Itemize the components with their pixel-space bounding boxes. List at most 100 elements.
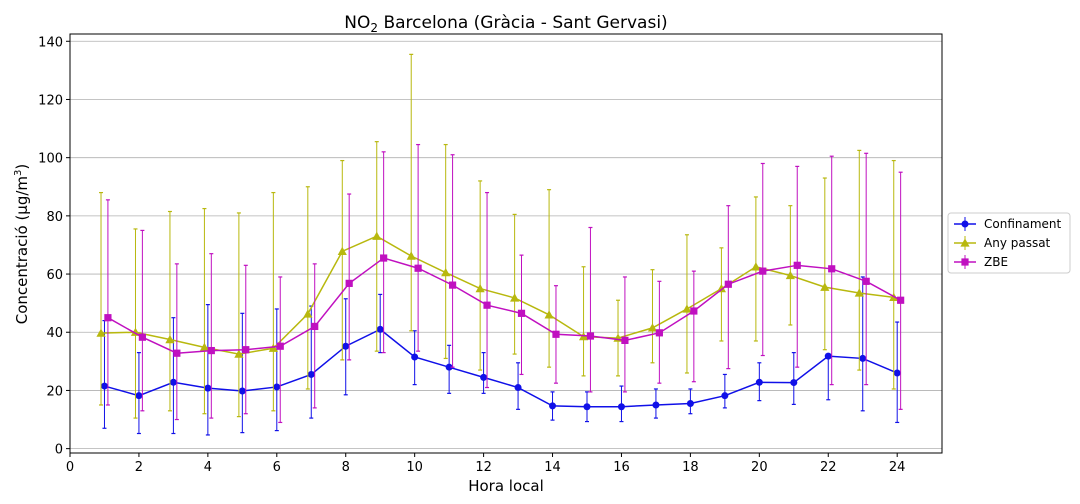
data-point (514, 384, 522, 392)
x-tick-label: 4 (204, 460, 212, 475)
data-point (759, 267, 767, 275)
chart-title: NO2 Barcelona (Gràcia - Sant Gervasi) (344, 13, 667, 35)
data-point (135, 392, 143, 400)
data-point (583, 403, 591, 411)
data-point (445, 363, 453, 371)
data-point (414, 264, 422, 272)
y-tick-label: 60 (46, 268, 63, 283)
data-point (897, 296, 905, 304)
data-point (617, 403, 625, 411)
x-tick-label: 6 (273, 460, 281, 475)
x-tick-label: 2 (135, 460, 143, 475)
data-point (824, 352, 832, 360)
data-point (242, 346, 250, 354)
ylabel-superscript: 3 (13, 170, 24, 176)
data-point (586, 332, 595, 340)
data-point (441, 267, 451, 277)
x-tick-label: 10 (406, 460, 423, 475)
data-point (790, 379, 798, 387)
legend-label: Any passat (984, 236, 1051, 250)
data-point (173, 349, 181, 357)
data-point (448, 281, 457, 289)
legend-marker (961, 258, 969, 266)
legend-marker (961, 220, 969, 228)
data-point (204, 384, 212, 392)
data-point (510, 293, 520, 302)
data-point (199, 342, 210, 352)
y-tick-label: 20 (46, 384, 63, 399)
grid-lines (70, 40, 942, 450)
y-tick-label: 0 (55, 443, 63, 458)
x-tick-label: 12 (475, 460, 492, 475)
legend-item: ZBE (954, 255, 1008, 269)
data-point (411, 353, 419, 361)
title-subscript: 2 (370, 21, 378, 35)
data-point (276, 342, 284, 350)
data-point (690, 307, 698, 315)
data-point (483, 301, 491, 309)
data-point (682, 304, 692, 313)
data-point (655, 329, 663, 337)
series-confinament (100, 276, 901, 436)
data-point (104, 314, 112, 322)
y-tick-label: 100 (38, 152, 63, 167)
data-point (165, 334, 175, 344)
legend-box (947, 212, 1071, 274)
data-point (755, 378, 763, 386)
series-line (104, 328, 898, 408)
data-point (273, 383, 281, 391)
data-point (893, 369, 901, 377)
data-point (724, 280, 732, 288)
data-point (207, 346, 215, 355)
data-point (751, 262, 761, 271)
data-point (268, 343, 278, 352)
x-tick-label: 16 (613, 460, 630, 475)
data-point (96, 328, 106, 337)
data-point (169, 378, 177, 386)
y-axis-ticks: 0 20 40 60 80 100 120 140 (38, 35, 70, 458)
data-point (345, 279, 353, 287)
data-point (854, 288, 864, 297)
series-line (101, 235, 894, 355)
data-point (138, 333, 146, 341)
legend: Confinament Any passat ZBE (947, 212, 1071, 274)
y-tick-label: 120 (38, 93, 63, 108)
data-point (785, 270, 795, 280)
ylabel-pre: Concentració (µg/m (13, 176, 31, 324)
data-point (307, 370, 315, 378)
data-point (686, 400, 694, 408)
data-point (828, 265, 836, 273)
data-point (380, 254, 388, 262)
legend-item: Confinament (954, 217, 1062, 231)
data-point (721, 392, 729, 400)
data-point (376, 325, 384, 333)
data-point (337, 246, 347, 256)
data-point (303, 309, 313, 318)
data-point (647, 323, 658, 332)
data-point (820, 282, 830, 291)
data-point (234, 349, 244, 358)
data-point (517, 309, 526, 317)
legend-label: ZBE (984, 255, 1008, 269)
series-layer (96, 53, 905, 436)
series-line (107, 257, 902, 354)
x-tick-label: 22 (820, 460, 837, 475)
data-point (238, 387, 246, 395)
x-tick-label: 0 (66, 460, 74, 475)
x-axis-label: Hora local (468, 477, 544, 495)
data-point (342, 342, 350, 350)
data-point (100, 382, 108, 390)
data-point (475, 284, 485, 293)
y-tick-label: 140 (38, 35, 63, 50)
data-point (859, 354, 867, 362)
series-any-passat (96, 53, 899, 419)
data-point (311, 322, 319, 331)
x-axis-ticks: 0 2 4 6 8 10 12 14 16 18 20 22 24 (66, 453, 905, 475)
data-point (716, 284, 727, 293)
data-point (552, 330, 560, 338)
data-point (652, 401, 660, 409)
y-tick-label: 40 (46, 326, 63, 341)
series-zbe (104, 143, 905, 424)
data-point (793, 261, 801, 269)
